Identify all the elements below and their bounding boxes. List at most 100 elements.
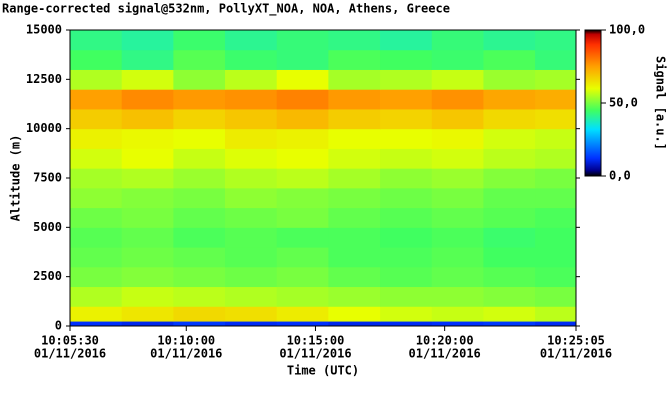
heatmap-cell [431, 89, 484, 110]
heatmap-cell [70, 266, 123, 288]
x-tick-label: 10:10:00 [157, 334, 215, 348]
heatmap-cell [173, 247, 226, 268]
heatmap-cell [173, 168, 226, 189]
heatmap-cell [328, 89, 381, 110]
x-tick-date: 01/11/2016 [409, 347, 481, 361]
heatmap-cell [121, 128, 174, 149]
heatmap-cell [380, 247, 433, 268]
heatmap-cell [431, 69, 484, 90]
heatmap-cell [173, 89, 226, 110]
heatmap-cell [535, 69, 576, 90]
heatmap-cell [483, 207, 536, 228]
heatmap-cell [173, 306, 226, 322]
heatmap-cell [121, 89, 174, 110]
heatmap-cell [535, 321, 576, 326]
heatmap-cell [483, 321, 536, 326]
heatmap-cell [276, 321, 329, 326]
heatmap-cell [328, 321, 381, 326]
heatmap-cell [121, 247, 174, 268]
x-tick-date: 01/11/2016 [279, 347, 351, 361]
heatmap-cell [173, 207, 226, 228]
heatmap-cell [483, 30, 536, 51]
heatmap-cell [380, 89, 433, 110]
heatmap-cell [483, 108, 536, 130]
heatmap-cell [70, 30, 123, 51]
heatmap-cell [70, 148, 123, 169]
heatmap-cell [380, 168, 433, 189]
heatmap-cell [535, 227, 576, 248]
heatmap-cell [276, 247, 329, 268]
heatmap-cell [173, 227, 226, 248]
heatmap-cell [121, 266, 174, 288]
y-tick-label: 12500 [26, 72, 62, 86]
heatmap-cell [70, 227, 123, 248]
heatmap-cell [535, 168, 576, 189]
heatmap-cell [121, 168, 174, 189]
heatmap-cell [121, 49, 174, 70]
heatmap-cell [121, 286, 174, 307]
heatmap-cell [535, 247, 576, 268]
heatmap-cell [431, 306, 484, 322]
heatmap-cell [276, 108, 329, 130]
heatmap-cell [483, 266, 536, 288]
heatmap-cell [225, 89, 278, 110]
heatmap-cell [225, 306, 278, 322]
heatmap-cell [380, 187, 433, 209]
heatmap-cell [535, 306, 576, 322]
x-tick-label: 10:25:05 [547, 334, 605, 348]
heatmap-cell [121, 227, 174, 248]
heatmap-cell [431, 128, 484, 149]
heatmap-cell [276, 148, 329, 169]
heatmap-cell [328, 49, 381, 70]
heatmap-cell [328, 207, 381, 228]
heatmap-cell [173, 30, 226, 51]
heatmap-cell [431, 30, 484, 51]
heatmap-cell [225, 30, 278, 51]
heatmap-cell [225, 247, 278, 268]
y-tick-label: 5000 [33, 220, 62, 234]
y-tick-label: 2500 [33, 269, 62, 283]
heatmap-cell [70, 168, 123, 189]
heatmap-cell [380, 49, 433, 70]
heatmap-cell [483, 128, 536, 149]
heatmap-cell [431, 168, 484, 189]
y-tick-label: 15000 [26, 23, 62, 37]
heatmap-cell [173, 69, 226, 90]
heatmap-cell [70, 286, 123, 307]
heatmap-cell [173, 148, 226, 169]
heatmap-cell [276, 30, 329, 51]
heatmap-cell [225, 207, 278, 228]
heatmap-cell [328, 306, 381, 322]
colorbar-tick-label: 100,0 [609, 23, 645, 37]
heatmap-cell [483, 148, 536, 169]
heatmap-cell [380, 207, 433, 228]
heatmap-cell [70, 207, 123, 228]
heatmap-cell [535, 108, 576, 130]
heatmap-cell [225, 148, 278, 169]
heatmap-cell [276, 49, 329, 70]
y-tick-label: 7500 [33, 171, 62, 185]
x-tick-date: 01/11/2016 [34, 347, 106, 361]
heatmap-cell [276, 306, 329, 322]
colorbar [584, 29, 602, 177]
chart-title: Range-corrected signal@532nm, PollyXT_NO… [2, 2, 450, 17]
heatmap-cell [535, 148, 576, 169]
heatmap-cell [121, 148, 174, 169]
heatmap-cell [276, 286, 329, 307]
heatmap-cell [328, 30, 381, 51]
x-tick-date: 01/11/2016 [150, 347, 222, 361]
heatmap-cell [483, 306, 536, 322]
heatmap-cell [121, 187, 174, 209]
heatmap-cell [225, 227, 278, 248]
heatmap-cell [328, 108, 381, 130]
heatmap-cell [535, 187, 576, 209]
heatmap-cell [328, 286, 381, 307]
colorbar-tick-label: 0,0 [609, 169, 631, 183]
heatmap-cell [173, 286, 226, 307]
heatmap-cell [173, 321, 226, 326]
heatmap-cell [225, 187, 278, 209]
x-tick-label: 10:05:30 [41, 334, 99, 348]
heatmap-cell [121, 306, 174, 322]
heatmap-cell [431, 187, 484, 209]
heatmap-cell [70, 49, 123, 70]
